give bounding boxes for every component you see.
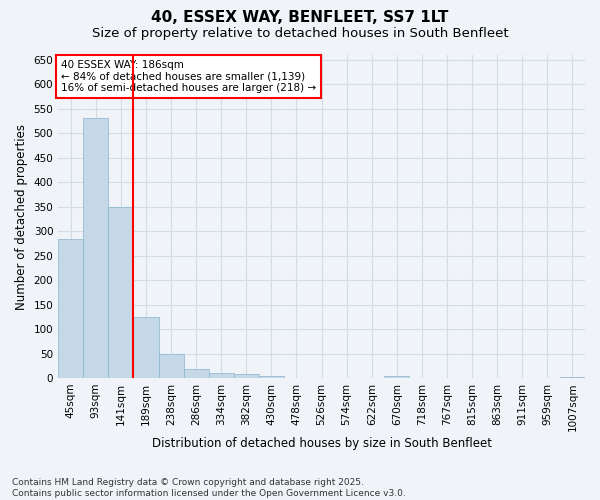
Text: Contains HM Land Registry data © Crown copyright and database right 2025.
Contai: Contains HM Land Registry data © Crown c… bbox=[12, 478, 406, 498]
Bar bbox=[158, 354, 184, 378]
X-axis label: Distribution of detached houses by size in South Benfleet: Distribution of detached houses by size … bbox=[152, 437, 491, 450]
Bar bbox=[83, 118, 109, 378]
Bar bbox=[259, 376, 284, 378]
Bar bbox=[385, 376, 409, 378]
Bar bbox=[58, 239, 83, 378]
Text: 40 ESSEX WAY: 186sqm
← 84% of detached houses are smaller (1,139)
16% of semi-de: 40 ESSEX WAY: 186sqm ← 84% of detached h… bbox=[61, 60, 316, 93]
Bar bbox=[109, 207, 133, 378]
Bar bbox=[133, 317, 158, 378]
Bar bbox=[234, 374, 259, 378]
Bar bbox=[560, 376, 585, 378]
Text: Size of property relative to detached houses in South Benfleet: Size of property relative to detached ho… bbox=[92, 28, 508, 40]
Y-axis label: Number of detached properties: Number of detached properties bbox=[15, 124, 28, 310]
Bar bbox=[209, 373, 234, 378]
Text: 40, ESSEX WAY, BENFLEET, SS7 1LT: 40, ESSEX WAY, BENFLEET, SS7 1LT bbox=[151, 10, 449, 25]
Bar bbox=[184, 370, 209, 378]
